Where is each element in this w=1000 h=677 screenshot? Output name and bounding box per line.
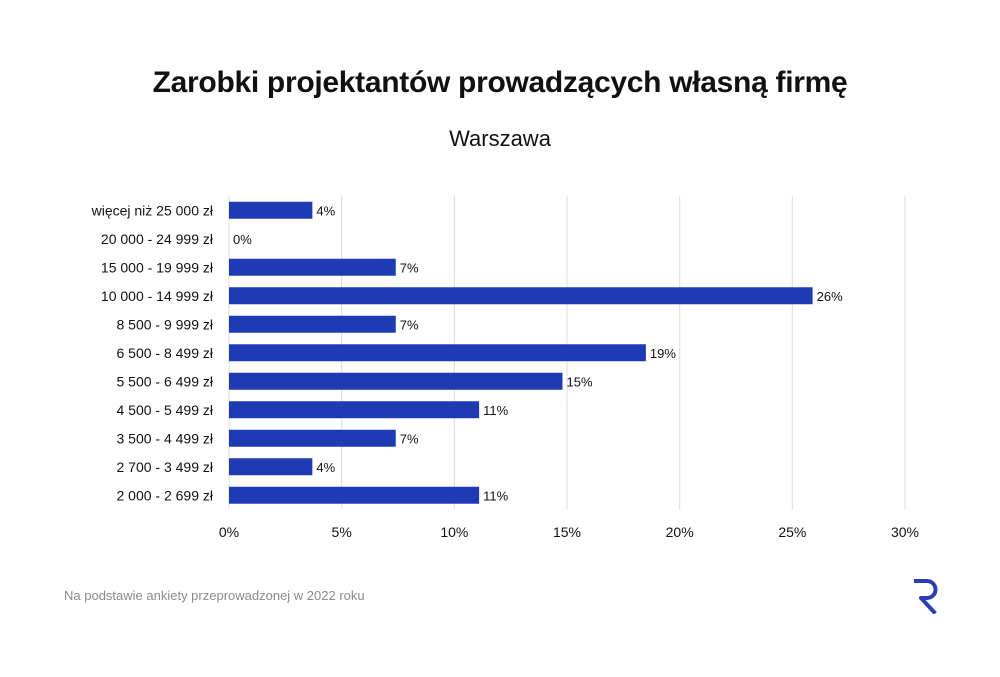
category-label: 5 500 - 6 499 zł	[116, 373, 213, 389]
category-label: 20 000 - 24 999 zł	[101, 231, 214, 247]
bar	[229, 486, 480, 504]
bar	[229, 344, 646, 362]
data-label: 11%	[483, 488, 508, 503]
category-label: 6 500 - 8 499 zł	[116, 345, 213, 361]
x-tick-label: 15%	[553, 524, 581, 540]
data-label: 4%	[316, 460, 335, 475]
x-tick-label: 5%	[332, 524, 352, 540]
x-tick-label: 20%	[666, 524, 694, 540]
data-label: 15%	[566, 374, 592, 389]
bar	[229, 287, 813, 305]
data-label: 11%	[483, 403, 508, 418]
category-label: 3 500 - 4 499 zł	[116, 430, 213, 446]
r-logo-icon	[914, 579, 938, 614]
category-label: 2 000 - 2 699 zł	[116, 487, 213, 503]
x-tick-label: 0%	[219, 524, 239, 540]
data-label: 26%	[817, 289, 843, 304]
category-label: 4 500 - 5 499 zł	[116, 402, 213, 418]
chart-title: Zarobki projektantów prowadzących własną…	[152, 66, 848, 99]
category-label: 2 700 - 3 499 zł	[116, 459, 213, 475]
data-label: 4%	[316, 203, 335, 218]
x-tick-label: 30%	[891, 524, 919, 540]
bar	[229, 315, 396, 333]
category-label: 15 000 - 19 999 zł	[101, 259, 214, 275]
bar	[229, 458, 313, 476]
x-tick-label: 10%	[440, 524, 468, 540]
data-label: 7%	[400, 317, 419, 332]
data-label: 0%	[233, 232, 252, 247]
bar	[229, 201, 313, 219]
data-label: 19%	[650, 346, 676, 361]
footnote: Na podstawie ankiety przeprowadzonej w 2…	[64, 588, 365, 603]
bar	[229, 429, 396, 447]
chart-subtitle: Warszawa	[449, 126, 551, 151]
bar	[229, 401, 480, 419]
data-label: 7%	[400, 431, 419, 446]
category-label: więcej niż 25 000 zł	[91, 202, 214, 218]
x-tick-label: 25%	[778, 524, 806, 540]
category-label: 8 500 - 9 999 zł	[116, 316, 213, 332]
data-label: 7%	[400, 260, 419, 275]
bar	[229, 258, 396, 276]
category-label: 10 000 - 14 999 zł	[101, 288, 214, 304]
bar	[229, 372, 563, 390]
